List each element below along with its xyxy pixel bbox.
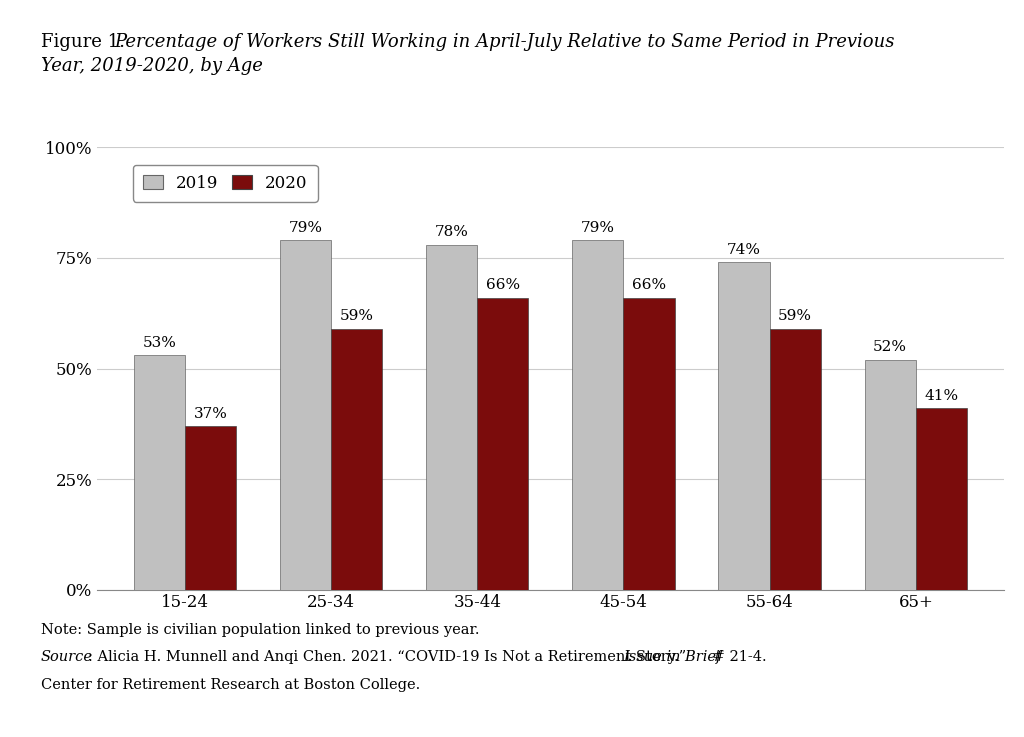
Legend: 2019, 2020: 2019, 2020	[133, 164, 317, 202]
Text: 52%: 52%	[873, 340, 907, 354]
Text: 41%: 41%	[925, 389, 958, 403]
Text: 59%: 59%	[340, 310, 374, 324]
Bar	[331, 329, 382, 590]
Bar	[915, 408, 967, 590]
Text: 79%: 79%	[581, 221, 614, 235]
Text: : Alicia H. Munnell and Anqi Chen. 2021. “COVID-19 Is Not a Retirement Story.”: : Alicia H. Munnell and Anqi Chen. 2021.…	[88, 650, 691, 664]
Bar	[477, 298, 528, 590]
Bar	[719, 262, 770, 590]
Bar	[185, 426, 237, 590]
Text: 66%: 66%	[632, 279, 667, 293]
Text: Source: Source	[41, 650, 93, 664]
Text: Year, 2019-2020, by Age: Year, 2019-2020, by Age	[41, 57, 263, 75]
Bar	[280, 240, 331, 590]
Text: 53%: 53%	[142, 336, 176, 350]
Text: Figure 1.: Figure 1.	[41, 33, 131, 51]
Text: 79%: 79%	[289, 221, 323, 235]
Bar	[864, 360, 915, 590]
Text: 74%: 74%	[727, 243, 761, 257]
Bar	[134, 355, 185, 590]
Text: # 21-4.: # 21-4.	[708, 650, 766, 664]
Text: 59%: 59%	[778, 310, 812, 324]
Bar	[624, 298, 675, 590]
Text: 37%: 37%	[194, 407, 227, 421]
Text: Issue in Brief: Issue in Brief	[624, 650, 722, 664]
Text: Percentage of Workers Still Working in April-July Relative to Same Period in Pre: Percentage of Workers Still Working in A…	[115, 33, 895, 51]
Bar	[426, 245, 477, 590]
Text: Center for Retirement Research at Boston College.: Center for Retirement Research at Boston…	[41, 678, 420, 692]
Text: 78%: 78%	[435, 226, 469, 240]
Text: Note: Sample is civilian population linked to previous year.: Note: Sample is civilian population link…	[41, 623, 479, 637]
Bar	[770, 329, 821, 590]
Text: 66%: 66%	[485, 279, 520, 293]
Bar	[572, 240, 624, 590]
